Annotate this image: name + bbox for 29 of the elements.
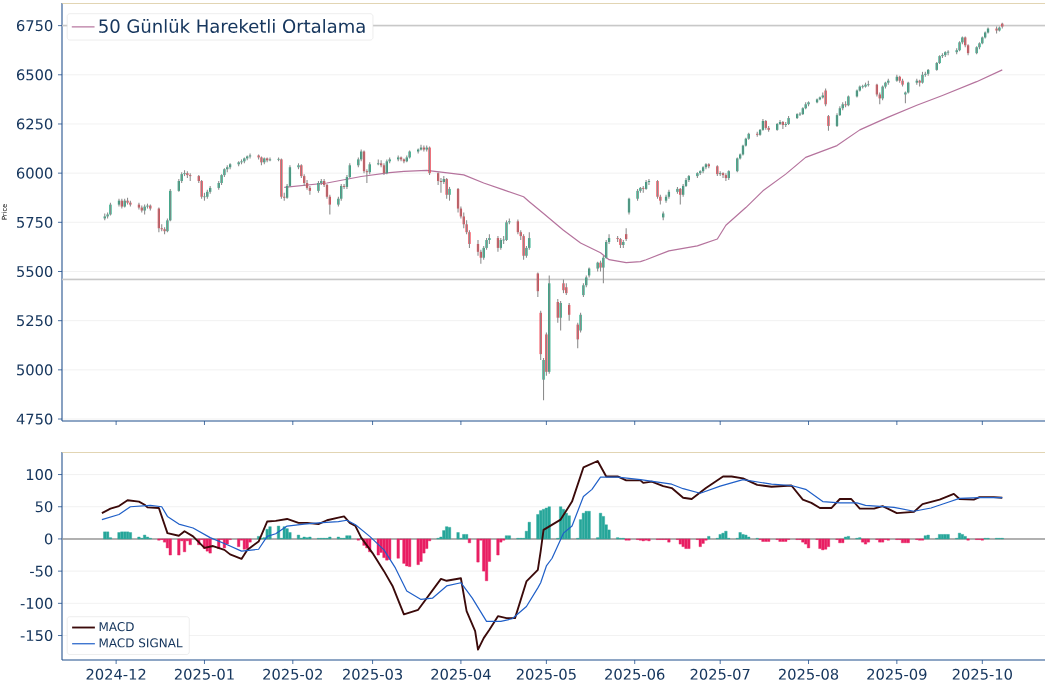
y-tick-label: 5250 [17, 315, 53, 327]
x-tick-label: 2025-03 [343, 668, 403, 680]
x-tick-label: 2025-06 [605, 668, 665, 680]
x-tick-label: 2024-12 [86, 668, 146, 680]
y-tick-label: 6000 [16, 167, 53, 179]
x-tick-label: 2025-07 [690, 668, 750, 680]
x-tick-label: 2025-04 [431, 668, 491, 680]
legend-label: MACD [99, 622, 134, 632]
x-tick-label: 2025-01 [174, 668, 234, 680]
y-tick-label: 4750 [16, 413, 53, 425]
x-tick-label: 2025-10 [952, 668, 1012, 680]
y-tick-label: 5500 [17, 265, 53, 278]
legend-label: MACD SIGNAL [99, 638, 183, 648]
x-tick-label: 2025-05 [516, 668, 576, 680]
legend-label: 50 Günlük Hareketli Ortalama [99, 19, 365, 33]
y-tick-label: 6500 [16, 69, 53, 81]
y-tick-label: -50 [30, 565, 53, 577]
x-tick-label: 2025-02 [263, 668, 322, 680]
x-tick-label: 2025-08 [778, 668, 839, 680]
y-tick-label: 5750 [17, 216, 53, 228]
y-tick-label: 0 [44, 533, 53, 545]
y-tick-label: 6750 [16, 20, 53, 32]
y-tick-label: -150 [20, 629, 53, 642]
y-tick-label: 5000 [17, 364, 53, 376]
y-tick-label: 50 [35, 501, 53, 513]
y-tick-label: 6250 [16, 118, 53, 130]
y-tick-label: -100 [20, 597, 53, 609]
x-tick-label: 2025-09 [867, 668, 927, 680]
y-tick-label: 100 [26, 469, 53, 481]
